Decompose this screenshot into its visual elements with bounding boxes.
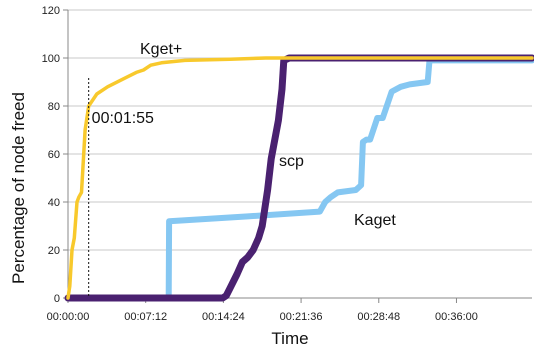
- y-tick-label-4: 80: [48, 101, 60, 113]
- x-tick-label-0: 00:00:00: [47, 311, 90, 323]
- y-axis-title: Percentage of node freed: [9, 92, 28, 284]
- x-axis: 00:00:00 00:07:12 00:14:24 00:21:36 00:28:48…: [47, 297, 532, 323]
- x-axis-title: Time: [271, 329, 308, 348]
- series-line-kget-: [66, 56, 534, 300]
- x-tick-label-5: 00:36:00: [435, 311, 478, 323]
- series-label-kget-plus: Kget+: [140, 41, 182, 58]
- x-tick-label-1: 00:07:12: [124, 311, 167, 323]
- series-line-kaget: [65, 57, 534, 301]
- x-tick-label-4: 00:28:48: [357, 311, 400, 323]
- y-tick-label-0: 0: [54, 293, 60, 305]
- plot-series: [64, 54, 534, 302]
- annotations: 00:01:55: [88, 78, 154, 298]
- x-tick-label-3: 00:21:36: [280, 311, 323, 323]
- y-tick-label-5: 100: [42, 53, 60, 65]
- series-label-scp: scp: [279, 153, 304, 170]
- annotation-label-0: 00:01:55: [92, 110, 154, 127]
- series-label-kaget: Kaget: [354, 212, 396, 229]
- y-tick-label-3: 60: [48, 149, 60, 161]
- y-tick-label-6: 120: [42, 5, 60, 17]
- series-line-scp: [64, 54, 534, 302]
- y-tick-label-1: 20: [48, 245, 60, 257]
- y-tick-label-2: 40: [48, 197, 60, 209]
- x-tick-label-2: 00:14:24: [202, 311, 245, 323]
- y-axis: 0 20 40 60 80 100 120: [42, 5, 69, 305]
